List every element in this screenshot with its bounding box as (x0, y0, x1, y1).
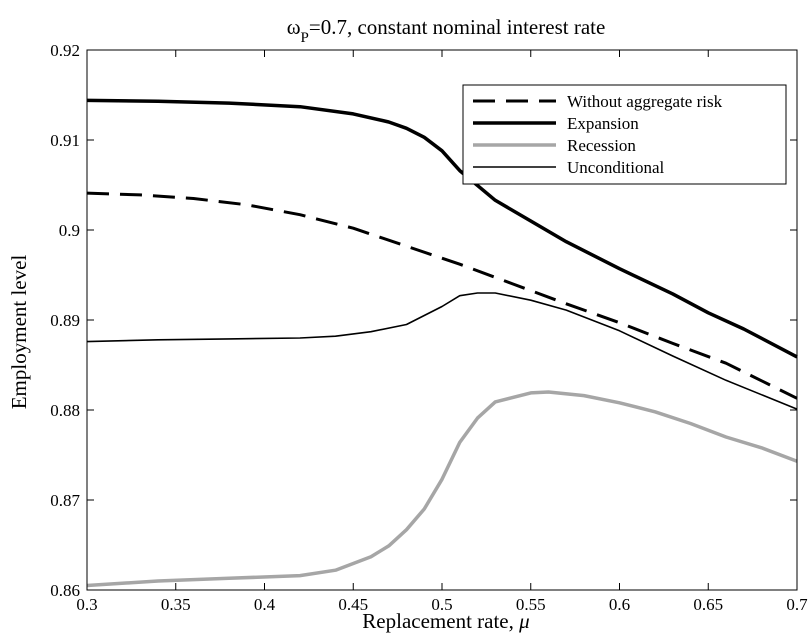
legend-label: Recession (567, 136, 636, 155)
y-tick-label: 0.92 (50, 41, 80, 60)
y-tick-label: 0.9 (59, 221, 80, 240)
series-line-2 (86, 98, 798, 359)
legend-label: Expansion (567, 114, 639, 133)
x-tick-label: 0.7 (786, 595, 808, 614)
series-line-3 (86, 390, 798, 588)
legend: Without aggregate risk Expansion Recession… (462, 84, 787, 185)
series-line-1 (86, 191, 798, 400)
x-tick-label: 0.45 (338, 595, 368, 614)
legend-label: Without aggregate risk (567, 92, 723, 111)
x-tick-label: 0.6 (609, 595, 630, 614)
y-tick-label: 0.87 (50, 491, 80, 510)
legend-label: Unconditional (567, 158, 665, 177)
x-tick-label: 0.4 (254, 595, 276, 614)
y-axis-label: Employment level (7, 255, 31, 410)
plot-area: 0.3 0.35 0.4 0.45 0.5 0.55 0.6 0.65 0.7 0.86 0.87 0… (50, 41, 808, 614)
x-tick-label: 0.35 (161, 595, 191, 614)
y-tick-label: 0.91 (50, 131, 80, 150)
y-tick-label: 0.88 (50, 401, 80, 420)
x-tick-label: 0.55 (516, 595, 546, 614)
x-axis-label: Replacement rate, μ (362, 609, 529, 633)
x-tick-label: 0.65 (693, 595, 723, 614)
series-line-4 (86, 292, 798, 410)
x-tick-label: 0.5 (431, 595, 452, 614)
x-tick-label: 0.3 (76, 595, 97, 614)
y-tick-label: 0.86 (50, 581, 80, 600)
chart-title: ωP=0.7, constant nominal interest rate (287, 15, 606, 46)
y-tick-label: 0.89 (50, 311, 80, 330)
